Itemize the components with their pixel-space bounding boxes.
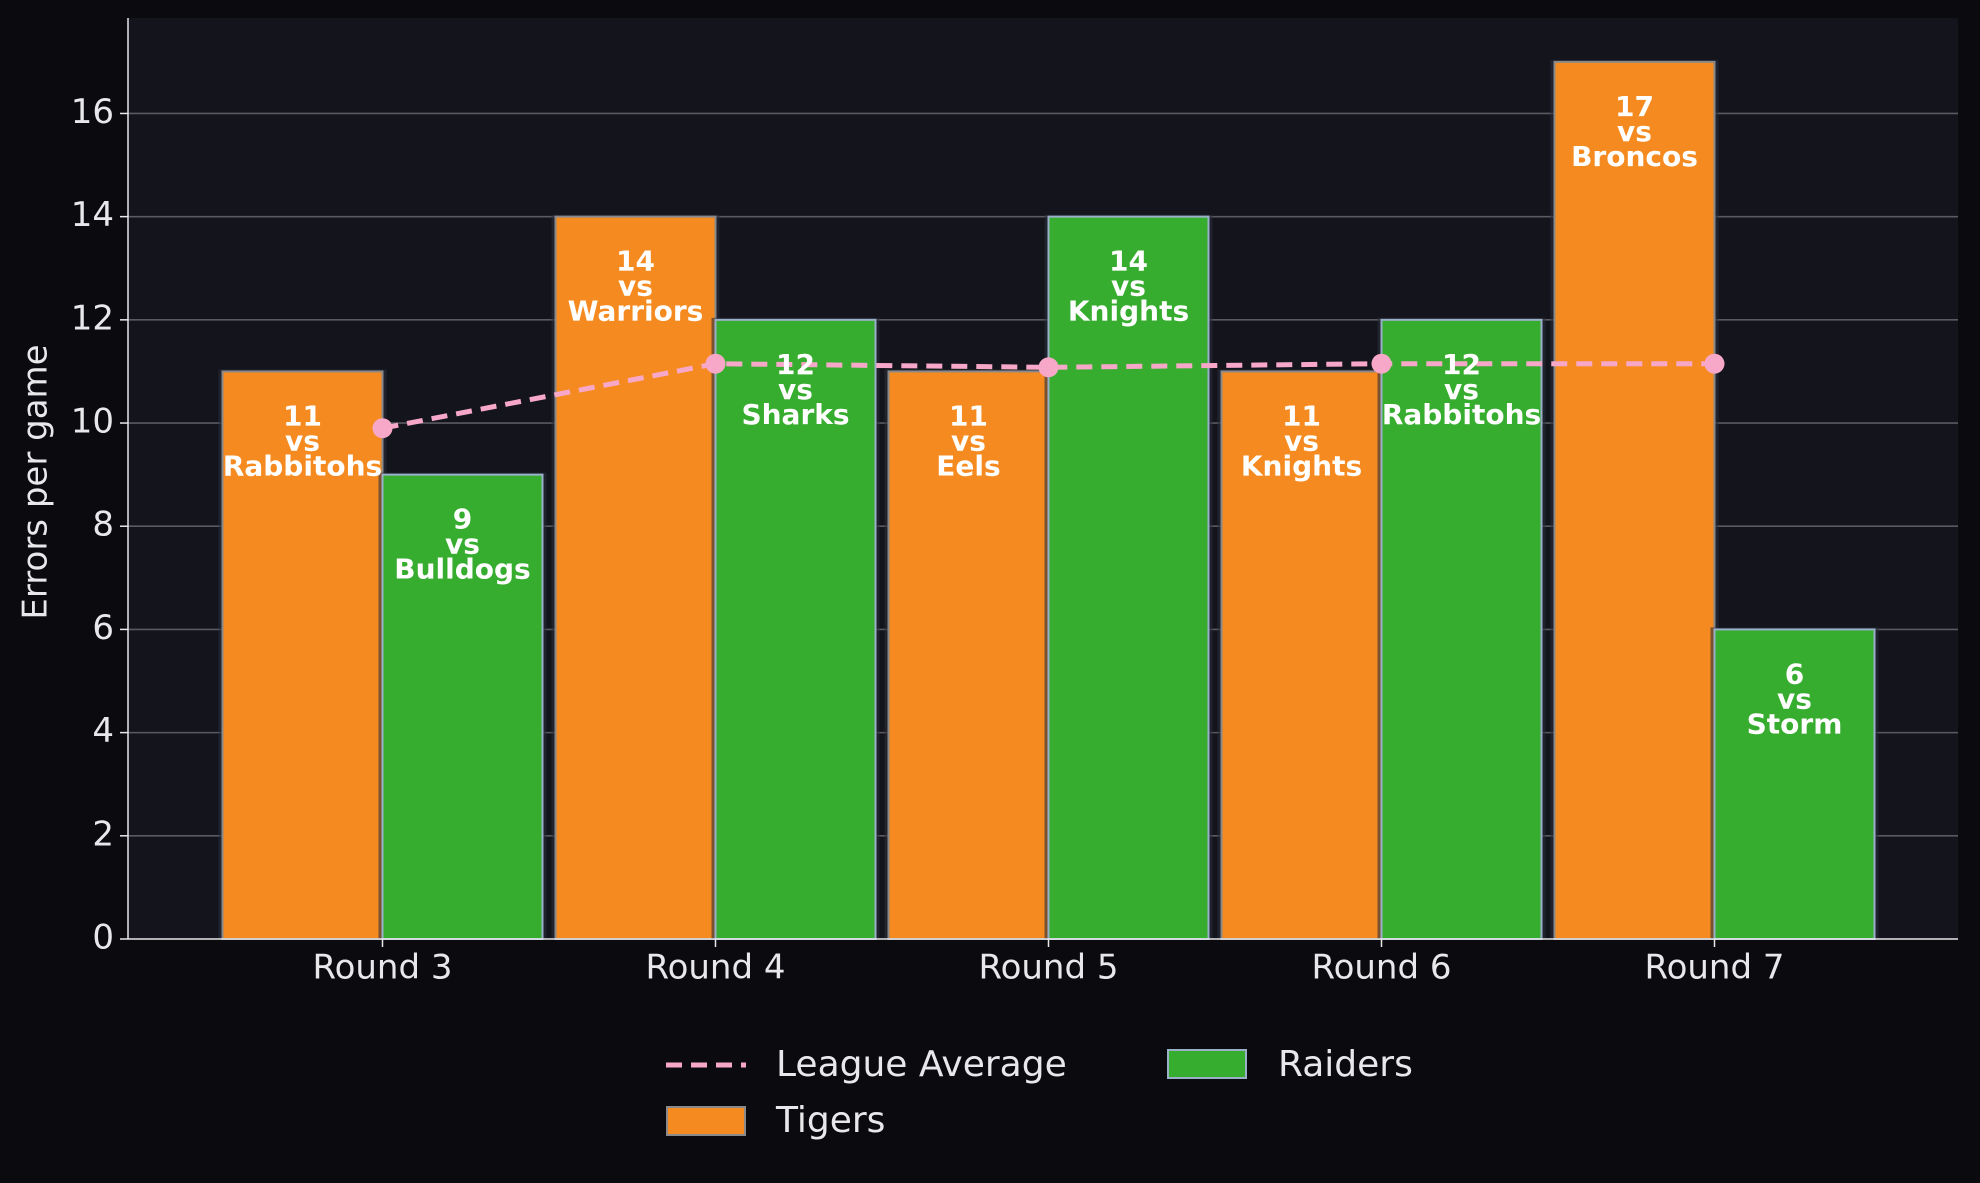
league-average-point <box>705 353 726 374</box>
legend-label-raiders: Raiders <box>1278 1044 1413 1085</box>
average-line <box>372 353 1725 439</box>
y-tick-label: 12 <box>71 298 114 338</box>
y-axis-label: Errors per game <box>16 344 56 619</box>
bar-value-label: 11 vs Knights <box>1241 399 1362 482</box>
bar-raiders <box>1047 215 1210 941</box>
x-tick-label: Round 3 <box>312 948 452 988</box>
y-tick-label: 14 <box>71 195 114 235</box>
bar-value-label: 9 vs Bulldogs <box>394 503 530 586</box>
league-average-point <box>1371 353 1392 374</box>
x-tick-label: Round 4 <box>645 948 785 988</box>
bar-value-label: 11 vs Rabbitohs <box>223 399 382 482</box>
legend-label-tigers: Tigers <box>775 1100 885 1141</box>
league-average-point <box>1704 353 1725 374</box>
bar-value-label: 17 vs Broncos <box>1571 90 1698 173</box>
bar-raiders <box>714 318 877 940</box>
axes: 0 2 4 6 8 10 12 14 16 Round 3 Round 4 Round 5 Round … <box>71 18 1958 988</box>
bar-raiders <box>1380 318 1543 940</box>
bar-value-label: 12 vs Rabbitohs <box>1382 348 1541 431</box>
bar-tigers <box>554 215 717 941</box>
y-tick-label: 2 <box>92 814 114 854</box>
league-average-point <box>1038 357 1059 378</box>
bar-value-label: 14 vs Knights <box>1068 245 1189 328</box>
bar-labels: 11 vs Rabbitohs 14 vs Warriors 11 vs Eels 11 vs Kni… <box>223 90 1843 741</box>
x-tick-label: Round 5 <box>978 948 1118 988</box>
y-tick-label: 8 <box>92 505 114 545</box>
bar-value-label: 11 vs Eels <box>936 399 1000 482</box>
y-tick-label: 16 <box>71 92 114 132</box>
x-tick-label: Round 6 <box>1311 948 1451 988</box>
league-average-line <box>382 361 1715 431</box>
legend-label-league-average: League Average <box>776 1044 1067 1085</box>
legend-swatch-raiders <box>1167 1049 1247 1079</box>
bar-tigers <box>887 370 1050 941</box>
bar-tigers <box>1220 370 1383 941</box>
bar-value-label: 12 vs Sharks <box>741 348 849 431</box>
bar-tigers <box>1553 60 1716 941</box>
bars <box>218 59 1879 941</box>
y-tick-label: 10 <box>71 402 114 442</box>
legend: League Average Tigers Raiders <box>666 1044 1413 1141</box>
y-tick-label: 0 <box>92 918 114 958</box>
bar-value-label: 6 vs Storm <box>1747 657 1843 740</box>
league-average-point <box>372 418 393 439</box>
bar-raiders <box>381 473 544 940</box>
y-tick-label: 4 <box>92 711 114 751</box>
legend-swatch-tigers <box>666 1106 746 1136</box>
x-tick-label: Round 7 <box>1644 948 1784 988</box>
bar-raiders <box>1713 628 1876 940</box>
y-tick-label: 6 <box>92 608 114 648</box>
bar-tigers <box>221 370 384 941</box>
bar-value-label: 14 vs Warriors <box>568 245 704 328</box>
